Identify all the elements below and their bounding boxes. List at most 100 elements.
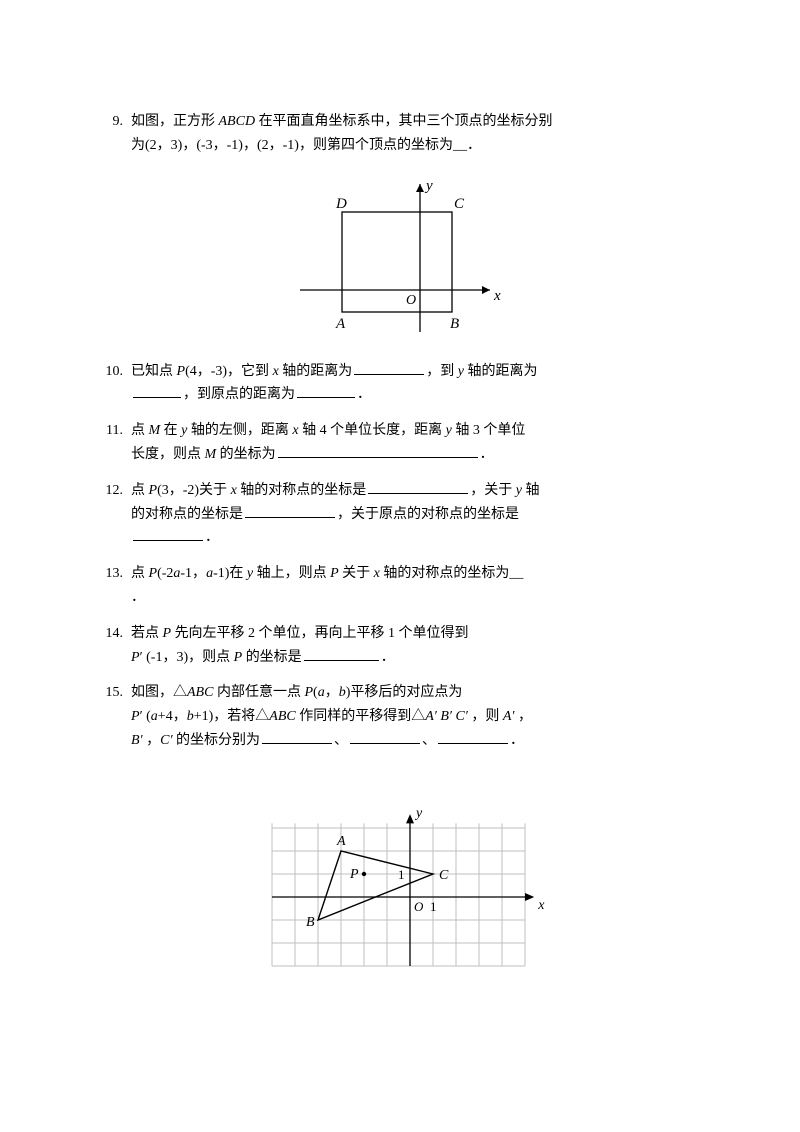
svg-text:A: A [336,834,346,849]
t: ． [131,590,145,605]
t: 关于 [339,566,374,581]
problem-15-body: 如图，△ABC 内部任意一点 P(a，b)平移后的对应点为 P′ (a+4，b+… [131,681,705,752]
svg-text:y: y [414,806,423,821]
var-a: a [318,685,325,700]
t: +1)，若将△ [194,709,270,724]
problem-12-body: 点 P(3，-2)关于 x 轴的对称点的坐标是，关于 y 轴 的对称点的坐标是，… [131,479,705,550]
t: +4， [158,709,187,724]
label-A: A [335,316,346,332]
page: 9. 如图，正方形 ABCD 在平面直角坐标系中，其中三个顶点的坐标分别 为(2… [0,0,800,1132]
var-Cpr: C′ [160,733,172,748]
t: -1)在 [213,566,247,581]
blank [133,383,181,398]
var-P: P [304,685,313,700]
problem-11: 11. 点 M 在 y 轴的左侧，距离 x 轴 4 个单位长度，距离 y 轴 3… [95,419,705,467]
t: 长度，则点 [131,447,205,462]
t: 轴的对称点的坐标为__ [380,566,524,581]
var-P2: P [330,566,339,581]
t: 如图，△ [131,685,187,700]
var-abcd: ABCD [219,114,256,129]
t: 的坐标是 [242,650,302,665]
t: 内部任意一点 [213,685,304,700]
problem-12: 12. 点 P(3，-2)关于 x 轴的对称点的坐标是，关于 y 轴 的对称点的… [95,479,705,550]
var-abc2: ABC [269,709,295,724]
svg-text:1: 1 [430,899,437,914]
label-O: O [406,293,416,308]
var-Bpr: B′ [131,733,146,748]
problem-14-number: 14. [95,622,131,670]
t: ，到原点的距离为 [183,387,295,402]
t: 的坐标为 [216,447,276,462]
t: ． [510,733,524,748]
problem-10: 10. 已知点 P(4，-3)，它到 x 轴的距离为，到 y 轴的距离为 ，到原… [95,360,705,408]
t: (-2 [157,566,173,581]
blank [354,360,424,375]
t: ′ (-1，3)，则点 [140,650,234,665]
blank [304,646,379,661]
problem-11-body: 点 M 在 y 轴的左侧，距离 x 轴 4 个单位长度，距离 y 轴 3 个单位… [131,419,705,467]
t: 轴的距离为 [464,364,538,379]
var-abc: ABC [187,685,213,700]
figure-15-svg: 11ABCPOxy [255,767,545,967]
t: 的对称点的坐标是 [131,507,243,522]
t: 在 [160,423,181,438]
t: (3，-2)关于 [157,483,231,498]
var-a2: a [151,709,158,724]
text: 如图，正方形 [131,114,219,129]
t: ． [357,387,371,402]
label-B: B [450,316,459,332]
label-D: D [335,196,347,212]
problem-9: 9. 如图，正方形 ABCD 在平面直角坐标系中，其中三个顶点的坐标分别 为(2… [95,110,705,158]
svg-text:1: 1 [398,867,405,882]
t: ， [146,733,160,748]
var-Apr: A′ [503,709,518,724]
problem-9-number: 9. [95,110,131,158]
label-C: C [454,196,465,212]
t: 点 [131,483,149,498]
t: ，关于原点的对称点的坐标是 [337,507,519,522]
t: 轴上，则点 [253,566,330,581]
text: 为(2，3)，(-3，-1)，(2，-1)，则第四个顶点的坐标为__． [131,138,481,153]
svg-text:P: P [349,867,359,882]
t: 轴 3 个单位 [452,423,526,438]
t: 先向左平移 2 个单位，再向上平移 1 个单位得到 [171,626,469,641]
problem-10-number: 10. [95,360,131,408]
problem-13-body: 点 P(-2a-1，a-1)在 y 轴上，则点 P 关于 x 轴的对称点的坐标为… [131,562,705,610]
t: ，到 [426,364,458,379]
svg-text:O: O [414,899,424,914]
t: (4，-3)，它到 [185,364,273,379]
problem-12-number: 12. [95,479,131,550]
t: 轴的左侧，距离 [187,423,292,438]
var-Pp: P [131,650,140,665]
t: 点 [131,423,149,438]
problem-15-number: 15. [95,681,131,752]
problem-10-body: 已知点 P(4，-3)，它到 x 轴的距离为，到 y 轴的距离为 ，到原点的距离… [131,360,705,408]
blank [262,729,332,744]
var-b: b [339,685,346,700]
text: 在平面直角坐标系中，其中三个顶点的坐标分别 [255,114,553,129]
var-b2: b [187,709,194,724]
var-P: P [177,364,186,379]
var-P: P [149,483,158,498]
t: 轴 [522,483,540,498]
t: 、 [422,733,436,748]
t: )平移后的对应点为 [346,685,463,700]
t: 、 [334,733,348,748]
t: 轴的距离为 [279,364,353,379]
var-a2: a [206,566,213,581]
svg-text:B: B [306,915,315,930]
t: ． [205,530,219,545]
problem-13-number: 13. [95,562,131,610]
var-P: P [163,626,172,641]
t: ． [381,650,395,665]
t: 轴 4 个单位长度，距离 [299,423,446,438]
t: 点 [131,566,149,581]
blank [245,503,335,518]
t: ，则 [471,709,503,724]
blank [133,526,203,541]
problem-15: 15. 如图，△ABC 内部任意一点 P(a，b)平移后的对应点为 P′ (a+… [95,681,705,752]
var-P: P [149,566,158,581]
label-x: x [493,288,501,304]
blank [350,729,420,744]
svg-text:C: C [439,868,449,883]
